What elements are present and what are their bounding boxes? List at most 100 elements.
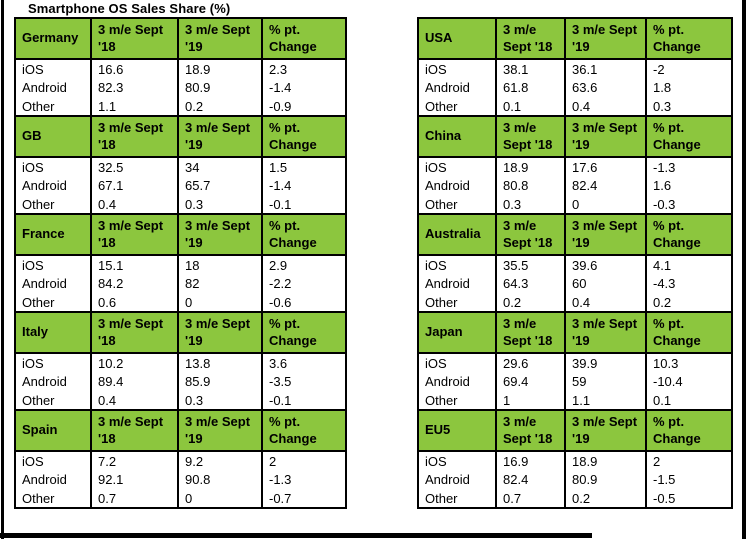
table-row: Other 0.7 0.2 -0.5: [417, 489, 733, 508]
column-header-cell: % pt. Change: [645, 409, 733, 452]
os-label-cell: Android: [14, 274, 92, 293]
table-row: Android 89.4 85.9 -3.5: [14, 372, 347, 391]
table-row: Other 0.2 0.4 0.2: [417, 293, 733, 312]
os-label-cell: iOS: [417, 451, 497, 470]
table-row: Android 67.1 65.7 -1.4: [14, 176, 347, 195]
value-cell-change: -2.2: [261, 274, 347, 293]
column-header-cell: % pt. Change: [261, 311, 347, 354]
table-row: Android 64.3 60 -4.3: [417, 274, 733, 293]
table-row: Android 82.4 80.9 -1.5: [417, 470, 733, 489]
column-header-cell: 3 m/e Sept '18: [495, 311, 566, 354]
value-cell-sept18: 0.3: [495, 195, 566, 214]
region-header-cell: EU5: [417, 409, 497, 452]
value-cell-sept19: 0.4: [564, 97, 647, 116]
value-cell-sept18: 0.2: [495, 293, 566, 312]
value-cell-change: -0.3: [645, 195, 733, 214]
value-cell-sept18: 82.4: [495, 470, 566, 489]
column-header-cell: 3 m/e Sept '19: [177, 213, 263, 256]
os-share-table-france: France 3 m/e Sept '18 3 m/e Sept '19% pt. …: [14, 213, 347, 313]
value-cell-sept19: 80.9: [177, 78, 263, 97]
os-label-cell: Android: [417, 78, 497, 97]
value-cell-sept18: 69.4: [495, 372, 566, 391]
value-cell-sept19: 82: [177, 274, 263, 293]
value-cell-change: -1.3: [261, 470, 347, 489]
column-header-cell: 3 m/e Sept '19: [564, 213, 647, 256]
column-header-cell: 3 m/e Sept '19: [564, 17, 647, 60]
value-cell-sept18: 15.1: [90, 255, 179, 274]
column-header-cell: 3 m/e Sept '19: [564, 409, 647, 452]
table-row: iOS 32.5 34 1.5: [14, 157, 347, 176]
os-label-cell: iOS: [14, 255, 92, 274]
value-cell-sept19: 1.1: [564, 391, 647, 410]
table-row: iOS 29.6 39.9 10.3: [417, 353, 733, 372]
column-header-cell: % pt. Change: [645, 115, 733, 158]
column-header-cell: 3 m/e Sept '19: [177, 17, 263, 60]
value-cell-sept19: 0: [564, 195, 647, 214]
column-header-cell: 3 m/e Sept '19: [564, 115, 647, 158]
value-cell-sept19: 39.6: [564, 255, 647, 274]
value-cell-change: 4.1: [645, 255, 733, 274]
value-cell-sept19: 0.3: [177, 391, 263, 410]
value-cell-sept19: 90.8: [177, 470, 263, 489]
column-header-cell: 3 m/e Sept '18: [495, 409, 566, 452]
column-header-cell: 3 m/e Sept '18: [90, 311, 179, 354]
table-row: Android 84.2 82 -2.2: [14, 274, 347, 293]
table-row: iOS 38.1 36.1 -2: [417, 59, 733, 78]
column-header-cell: % pt. Change: [261, 409, 347, 452]
os-share-table-usa: USA 3 m/e Sept '18 3 m/e Sept '19% pt. Cha…: [417, 17, 733, 117]
table-row: Other 0.3 0 -0.3: [417, 195, 733, 214]
column-header-cell: 3 m/e Sept '18: [90, 409, 179, 452]
region-header-cell: Italy: [14, 311, 92, 354]
os-label-cell: Android: [14, 176, 92, 195]
table-row: iOS 16.9 18.9 2: [417, 451, 733, 470]
region-header-cell: GB: [14, 115, 92, 158]
value-cell-sept18: 0.4: [90, 195, 179, 214]
value-cell-sept18: 82.3: [90, 78, 179, 97]
column-header-cell: % pt. Change: [261, 213, 347, 256]
table-column-right: USA 3 m/e Sept '18 3 m/e Sept '19% pt. Cha…: [417, 17, 733, 509]
os-label-cell: iOS: [14, 157, 92, 176]
value-cell-sept18: 0.1: [495, 97, 566, 116]
os-label-cell: Android: [417, 176, 497, 195]
value-cell-sept18: 0.7: [495, 489, 566, 508]
value-cell-change: -0.9: [261, 97, 347, 116]
column-header-cell: % pt. Change: [645, 17, 733, 60]
os-label-cell: iOS: [14, 353, 92, 372]
value-cell-sept19: 0.3: [177, 195, 263, 214]
value-cell-sept18: 61.8: [495, 78, 566, 97]
frame-border-right: [742, 0, 746, 539]
os-label-cell: iOS: [14, 59, 92, 78]
region-header-cell: USA: [417, 17, 497, 60]
os-share-table-china: China 3 m/e Sept '18 3 m/e Sept '19% pt. C…: [417, 115, 733, 215]
value-cell-change: -0.5: [645, 489, 733, 508]
table-row: iOS 18.9 17.6 -1.3: [417, 157, 733, 176]
table-row: Other 0.4 0.3 -0.1: [14, 195, 347, 214]
table-row: iOS 10.2 13.8 3.6: [14, 353, 347, 372]
region-header-cell: Japan: [417, 311, 497, 354]
os-share-table-australia: Australia 3 m/e Sept '18 3 m/e Sept '19% p…: [417, 213, 733, 313]
region-header-cell: Germany: [14, 17, 92, 60]
value-cell-change: -10.4: [645, 372, 733, 391]
value-cell-change: 1.5: [261, 157, 347, 176]
os-label-cell: iOS: [14, 451, 92, 470]
region-header-cell: France: [14, 213, 92, 256]
os-label-cell: Other: [417, 195, 497, 214]
value-cell-sept18: 16.6: [90, 59, 179, 78]
os-share-table-spain: Spain 3 m/e Sept '18 3 m/e Sept '19% pt. C…: [14, 409, 347, 509]
table-row: iOS 7.2 9.2 2: [14, 451, 347, 470]
table-row: Android 61.8 63.6 1.8: [417, 78, 733, 97]
os-label-cell: iOS: [417, 255, 497, 274]
value-cell-sept18: 0.4: [90, 391, 179, 410]
column-header-cell: 3 m/e Sept '18: [90, 115, 179, 158]
value-cell-sept18: 67.1: [90, 176, 179, 195]
value-cell-sept19: 85.9: [177, 372, 263, 391]
value-cell-sept18: 29.6: [495, 353, 566, 372]
value-cell-sept19: 0.2: [177, 97, 263, 116]
table-row: Android 92.1 90.8 -1.3: [14, 470, 347, 489]
value-cell-sept18: 84.2: [90, 274, 179, 293]
value-cell-sept19: 63.6: [564, 78, 647, 97]
os-label-cell: iOS: [417, 59, 497, 78]
value-cell-sept19: 18: [177, 255, 263, 274]
value-cell-change: 1.6: [645, 176, 733, 195]
table-row: Other 1.1 0.2 -0.9: [14, 97, 347, 116]
